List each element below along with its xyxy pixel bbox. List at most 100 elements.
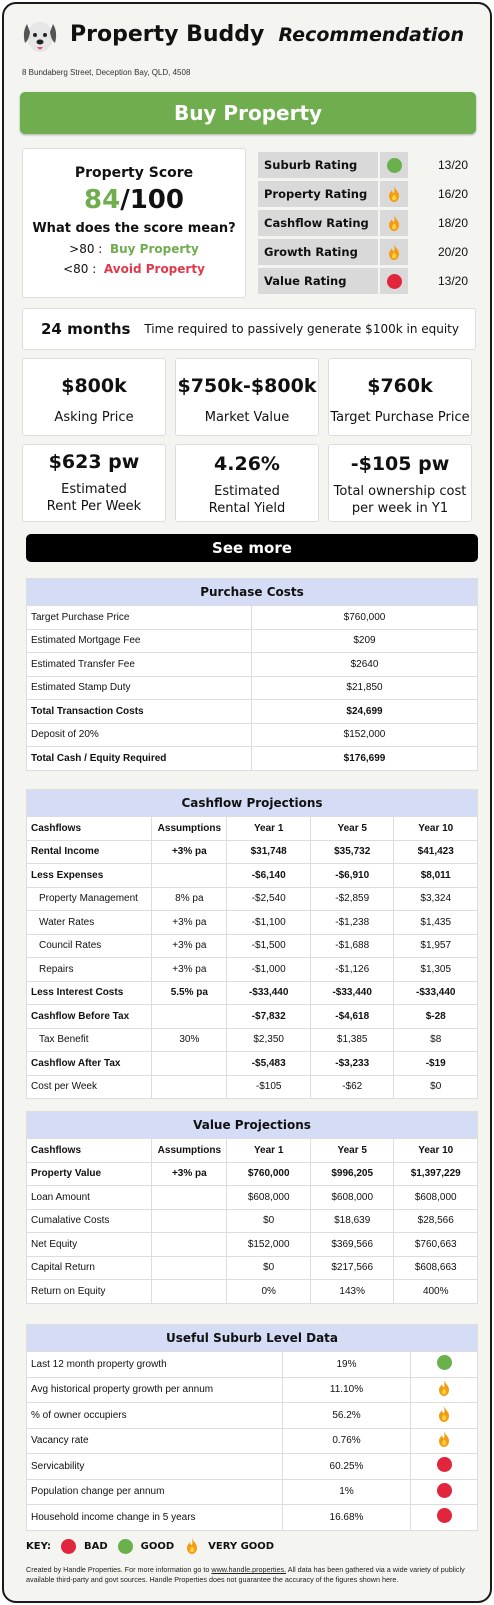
table-cell: -$33,440	[226, 980, 311, 1005]
fire-icon	[187, 1538, 198, 1554]
market-value-label: Market Value	[204, 410, 290, 425]
green-dot-icon	[380, 152, 408, 178]
ownership-cost-label-2: per week in Y1	[351, 501, 449, 516]
table-cell: $3,324	[393, 886, 478, 911]
suburb-title: Useful Suburb Level Data	[26, 1324, 478, 1352]
table-row: Repairs +3% pa -$1,000 -$1,126 $1,305	[25, 957, 478, 982]
rating-score: 16/20	[437, 187, 468, 201]
table-cell	[151, 1255, 228, 1280]
ownership-cost-tile: -$105 pw Total ownership cost per week i…	[328, 444, 472, 522]
key-good: GOOD	[117, 1538, 175, 1554]
purchase-costs-title: Purchase Costs	[26, 578, 478, 606]
table-cell: $996,205	[309, 1161, 395, 1186]
score-number: 84	[84, 185, 121, 215]
table-row: % of owner occupiers 56.2%	[26, 1402, 478, 1429]
column-header: Year 5	[309, 1138, 395, 1163]
suburb-metric-label: Avg historical property growth per annum	[26, 1376, 283, 1403]
suburb-metric-value: 60.25%	[282, 1453, 411, 1480]
table-cell: -$1,100	[226, 910, 311, 935]
table-cell: Water Rates	[25, 910, 153, 935]
fire-icon	[410, 1402, 478, 1429]
table-row: Household income change in 5 years 16.68%	[26, 1504, 478, 1531]
table-header-row: Cashflows Assumptions Year 1 Year 5 Year 10	[25, 816, 478, 841]
rating-label: Cashflow Rating	[258, 210, 378, 236]
table-cell: -$1,688	[309, 933, 395, 958]
table-cell: $0	[393, 1074, 478, 1099]
table-cell: Cashflow Before Tax	[25, 1004, 153, 1029]
table-cell: Council Rates	[25, 933, 153, 958]
equity-timeline-bar: 24 months Time required to passively gen…	[22, 308, 476, 350]
table-cell: -$2,540	[226, 886, 311, 911]
suburb-data-table: Useful Suburb Level Data Last 12 month p…	[26, 1324, 478, 1531]
suburb-metric-value: 19%	[282, 1351, 411, 1378]
table-cell: -$2,859	[309, 886, 395, 911]
see-more-button[interactable]: See more	[26, 534, 478, 562]
cell-value: $2640	[251, 652, 478, 677]
table-row: Property Management 8% pa -$2,540 -$2,859 $3…	[25, 886, 478, 911]
value-projections-table: Value Projections Cashflows Assumptions Ye…	[25, 1111, 478, 1304]
red-dot-icon	[410, 1504, 478, 1531]
column-header: Cashflows	[25, 1138, 153, 1163]
key-good-label: GOOD	[140, 1540, 175, 1552]
equity-description: Time required to passively generate $100…	[144, 322, 459, 336]
score-above-label: Buy Property	[109, 242, 199, 256]
target-price-label: Target Purchase Price	[330, 410, 470, 425]
table-cell: -$1,000	[226, 957, 311, 982]
fire-icon	[410, 1376, 478, 1403]
footer-prefix: Created by Handle Properties. For more i…	[26, 1565, 212, 1574]
table-row: Net Equity $152,000 $369,566 $760,663	[25, 1232, 478, 1257]
column-header: Year 1	[226, 816, 311, 841]
red-dot-icon	[60, 1538, 76, 1554]
suburb-metric-label: Population change per annum	[26, 1478, 283, 1505]
table-row: Return on Equity 0% 143% 400%	[25, 1279, 478, 1304]
score-below-prefix: <80 :	[63, 262, 97, 276]
fire-icon	[410, 1427, 478, 1454]
table-cell: $152,000	[226, 1232, 311, 1257]
table-cell: -$62	[309, 1074, 395, 1099]
table-cell: Less Expenses	[25, 863, 153, 888]
table-row: Estimated Transfer Fee $2640	[26, 652, 478, 677]
table-row: Total Cash / Equity Required $176,699	[26, 746, 478, 771]
table-cell: +3% pa	[151, 839, 228, 864]
table-cell	[151, 1208, 228, 1233]
table-cell	[151, 1185, 228, 1210]
column-header: Assumptions	[151, 816, 228, 841]
table-cell: Loan Amount	[25, 1185, 153, 1210]
green-dot-icon	[117, 1538, 133, 1554]
yield-label-2: Rental Yield	[208, 501, 286, 516]
table-cell: -$105	[226, 1074, 311, 1099]
rating-row-value: Value Rating 13/20	[258, 268, 476, 294]
cell-label: Deposit of 20%	[26, 722, 252, 747]
table-row: Less Interest Costs 5.5% pa -$33,440 -$33,4…	[25, 980, 478, 1005]
suburb-metric-value: 56.2%	[282, 1402, 411, 1429]
table-cell: Property Value	[25, 1161, 153, 1186]
rating-row-cashflow: Cashflow Rating 18/20	[258, 210, 476, 236]
table-cell: -$7,832	[226, 1004, 311, 1029]
table-cell: $41,423	[393, 839, 478, 864]
table-cell: $608,000	[309, 1185, 395, 1210]
suburb-metric-label: Servicability	[26, 1453, 283, 1480]
rating-score: 13/20	[437, 158, 468, 172]
table-row: Loan Amount $608,000 $608,000 $608,000	[25, 1185, 478, 1210]
table-cell: 30%	[151, 1027, 228, 1052]
fire-icon	[380, 239, 408, 265]
table-cell: $1,385	[309, 1027, 395, 1052]
table-row: Servicability 60.25%	[26, 1453, 478, 1480]
table-cell: 0%	[226, 1279, 311, 1304]
key-title-text: KEY:	[26, 1540, 51, 1552]
key-very-good: VERY GOOD	[184, 1537, 274, 1555]
column-header: Cashflows	[25, 816, 153, 841]
table-cell	[151, 1051, 228, 1076]
footer-link[interactable]: www.handle.properties.	[211, 1565, 287, 1574]
table-cell: Property Management	[25, 886, 153, 911]
rating-score: 13/20	[437, 274, 468, 288]
table-cell: $8	[393, 1027, 478, 1052]
red-dot-icon	[380, 268, 408, 294]
asking-price-label: Asking Price	[54, 410, 134, 425]
market-value-tile: $750k-$800k Market Value	[175, 358, 319, 436]
table-cell: $1,435	[393, 910, 478, 935]
column-header: Year 5	[309, 816, 395, 841]
table-cell: -$6,140	[226, 863, 311, 888]
legend-key: KEY: BAD GOOD VERY GOOD	[26, 1537, 284, 1555]
table-row: Total Transaction Costs $24,699	[26, 699, 478, 724]
